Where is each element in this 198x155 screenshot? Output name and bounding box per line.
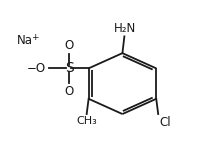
Text: O: O <box>65 39 74 52</box>
Text: O: O <box>65 85 74 98</box>
Text: Na: Na <box>17 34 33 47</box>
Text: −O: −O <box>27 62 46 75</box>
Text: H₂N: H₂N <box>114 22 136 35</box>
Text: +: + <box>31 33 39 42</box>
Text: S: S <box>65 61 73 75</box>
Text: Cl: Cl <box>159 116 171 128</box>
Text: CH₃: CH₃ <box>76 116 97 126</box>
